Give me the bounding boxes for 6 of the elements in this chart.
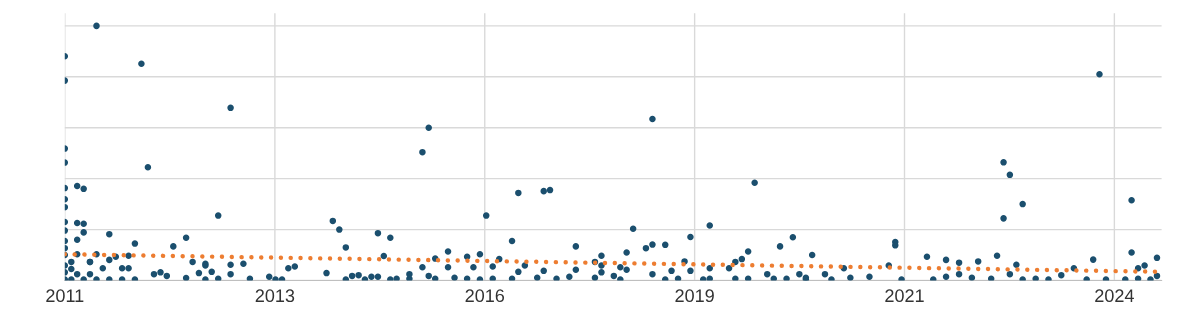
x-tick-label: 2021	[885, 289, 924, 303]
x-tick-label: 2011	[46, 289, 84, 303]
x-tick-label: 2013	[255, 289, 295, 303]
x-tick-label: 2024	[1095, 289, 1134, 303]
x-tick-label: 2019	[675, 289, 714, 303]
x-tick-label: 2016	[465, 289, 505, 303]
